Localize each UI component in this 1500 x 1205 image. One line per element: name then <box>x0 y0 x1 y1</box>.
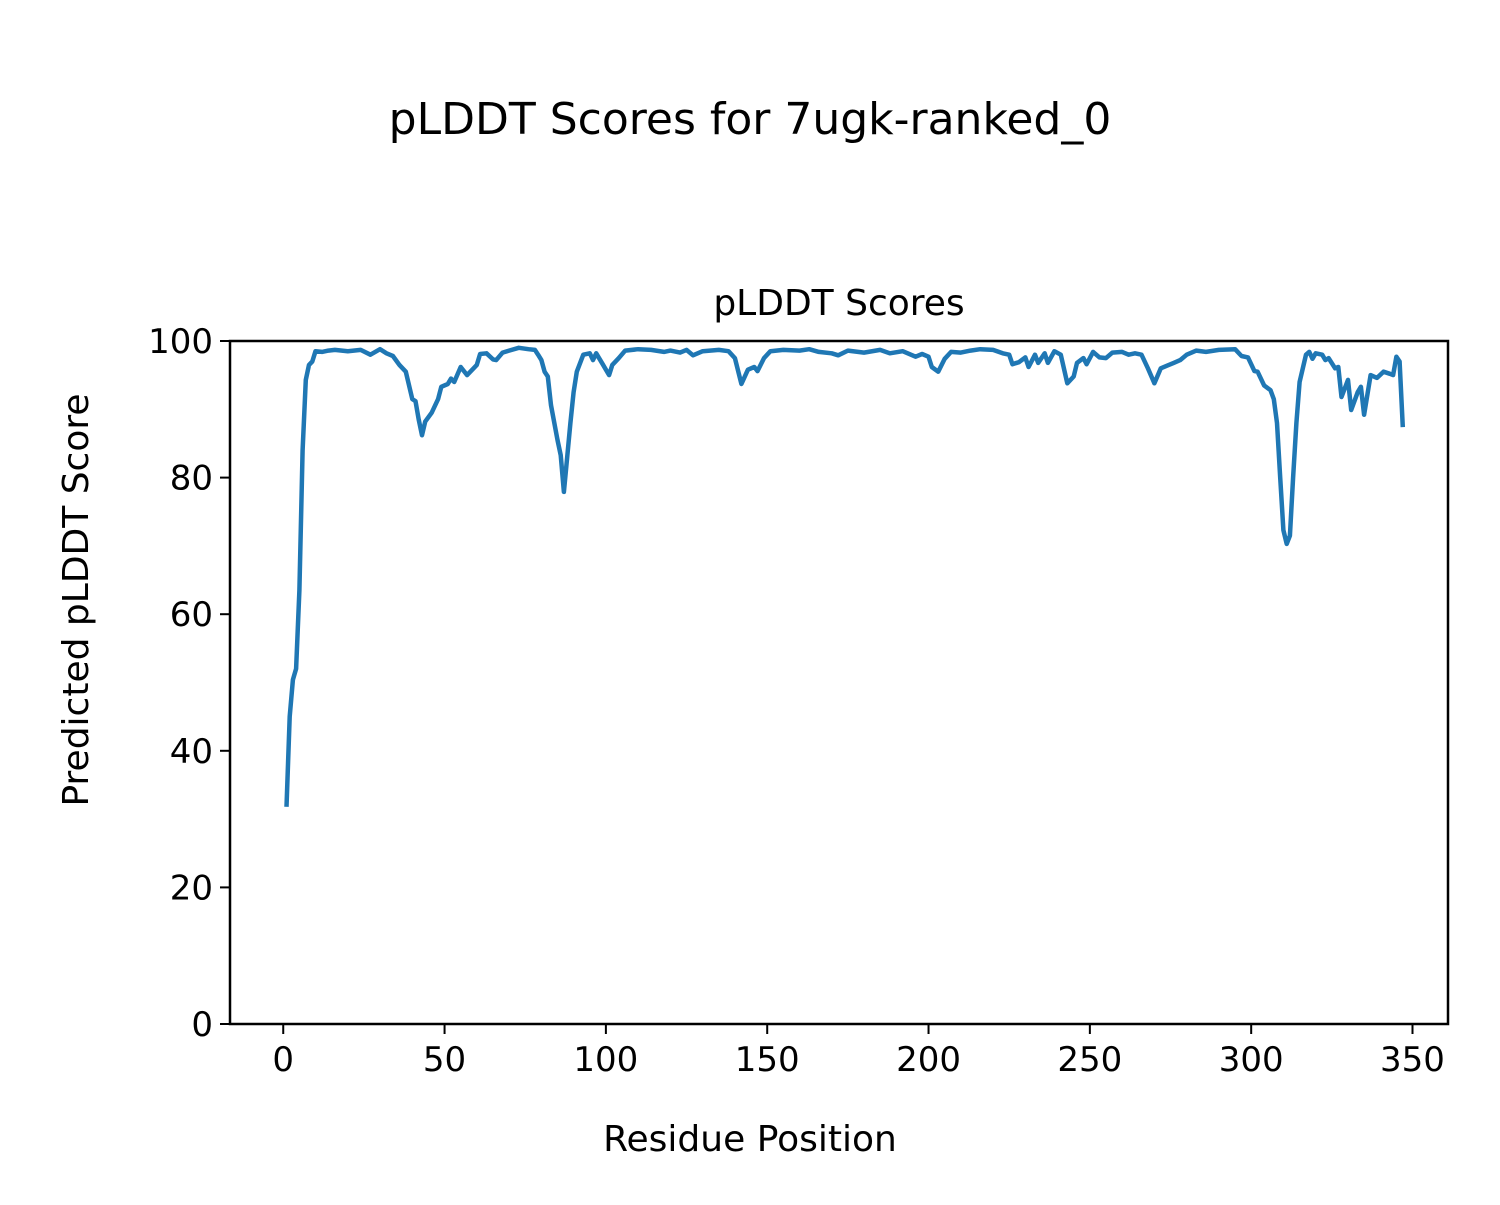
y-tick-label: 80 <box>170 459 213 499</box>
chart-title: pLDDT Scores <box>713 283 964 324</box>
x-tick-label: 100 <box>573 1040 638 1080</box>
x-tick-label: 300 <box>1219 1040 1284 1080</box>
figure-suptitle: pLDDT Scores for 7ugk-ranked_0 <box>389 94 1112 145</box>
plot-frame <box>228 339 1450 1026</box>
y-tick-label: 100 <box>148 322 213 362</box>
y-tick-label: 60 <box>170 595 213 635</box>
x-tick-label: 150 <box>735 1040 800 1080</box>
y-tick-label: 40 <box>170 732 213 772</box>
y-tick-label: 0 <box>191 1005 213 1045</box>
y-axis-label: Predicted pLDDT Score <box>56 393 97 806</box>
x-tick-label: 200 <box>896 1040 961 1080</box>
x-axis-label: Residue Position <box>603 1119 897 1160</box>
x-tick-label: 50 <box>423 1040 466 1080</box>
x-tick-label: 0 <box>272 1040 294 1080</box>
x-tick-label: 250 <box>1057 1040 1122 1080</box>
y-tick-label: 20 <box>170 868 213 908</box>
x-axis-ticks: 0 50 100 150 200 250 300 350 <box>272 1024 1445 1080</box>
plddt-series-line <box>284 345 1406 807</box>
plot-area <box>284 345 1406 807</box>
x-tick-label: 350 <box>1380 1040 1445 1080</box>
y-axis-ticks: 0 20 40 60 80 100 <box>148 322 230 1045</box>
